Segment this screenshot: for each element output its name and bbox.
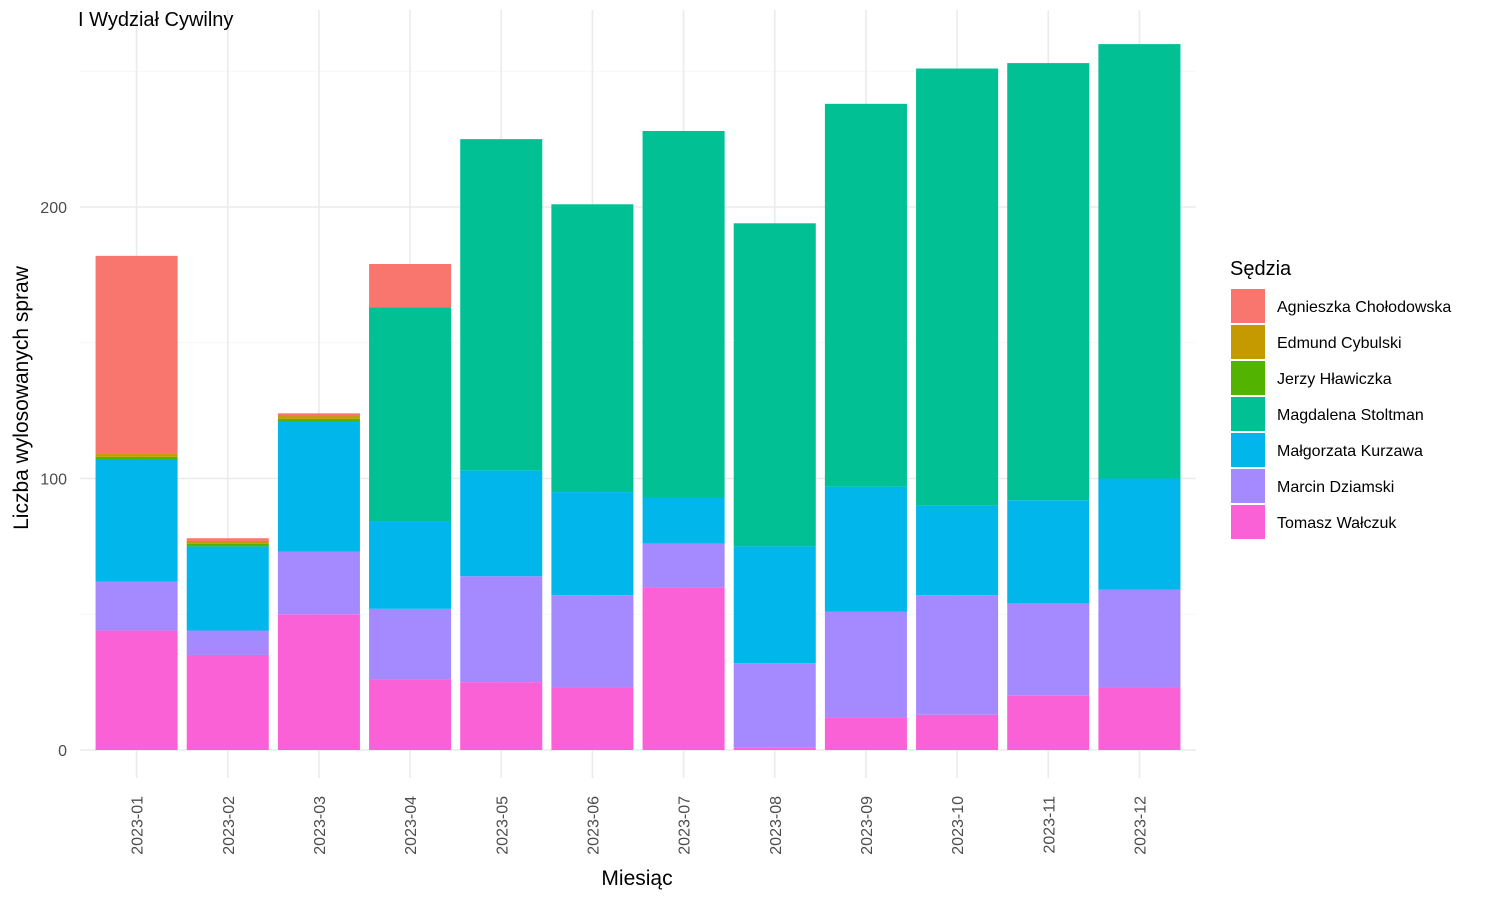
- y-axis-title: Liczba wylosowanych spraw: [10, 265, 33, 530]
- legend-swatch: [1231, 361, 1265, 395]
- bar-segment: [369, 679, 452, 750]
- bar-segment: [642, 587, 725, 750]
- bar-segment: [369, 608, 452, 680]
- bar-segment: [916, 714, 999, 750]
- bar-segment: [551, 204, 634, 493]
- x-tick-label: 2023-05: [494, 796, 511, 855]
- bar-segment: [369, 521, 452, 609]
- x-tick-label: 2023-08: [768, 796, 785, 855]
- legend-swatch: [1231, 505, 1265, 539]
- legend-label: Tomasz Wałczuk: [1277, 515, 1397, 532]
- x-tick-label: 2023-06: [585, 796, 602, 855]
- bars: [95, 44, 1181, 750]
- legend-label: Małgorzata Kurzawa: [1277, 443, 1423, 460]
- x-axis-ticks: 2023-01 2023-02 2023-03 2023-04 2023-05 2023-…: [130, 796, 1150, 855]
- bar-segment: [277, 416, 360, 419]
- legend: Sędzia Agnieszka Chołodowska Edmund Cybul…: [1230, 258, 1451, 539]
- bar-segment: [551, 687, 634, 750]
- legend-label: Edmund Cybulski: [1277, 335, 1402, 352]
- legend-swatch: [1231, 397, 1265, 431]
- legend-label: Jerzy Hławiczka: [1277, 371, 1392, 388]
- legend-label: Magdalena Stoltman: [1277, 407, 1424, 424]
- y-tick-label: 100: [40, 472, 67, 489]
- bar-segment: [277, 551, 360, 615]
- bar-segment: [733, 223, 816, 547]
- bar-segment: [95, 454, 178, 457]
- bar-segment: [642, 130, 725, 498]
- legend-label: Marcin Dziamski: [1277, 479, 1394, 496]
- y-tick-label: 200: [40, 200, 67, 217]
- legend-swatch: [1231, 289, 1265, 323]
- bar-segment: [1098, 687, 1181, 750]
- bar-segment: [551, 595, 634, 688]
- bar-segment: [824, 486, 907, 612]
- bar-segment: [460, 576, 543, 683]
- bar-segment: [733, 546, 816, 664]
- bar-segment: [95, 581, 178, 631]
- x-tick-label: 2023-12: [1132, 796, 1149, 855]
- bar-segment: [1007, 63, 1090, 501]
- bar-segment: [1007, 603, 1090, 696]
- bar-segment: [460, 682, 543, 750]
- bar-segment: [277, 418, 360, 422]
- legend-title: Sędzia: [1230, 258, 1292, 280]
- bar-segment: [824, 611, 907, 718]
- bar-segment: [733, 663, 816, 748]
- bar-segment: [369, 264, 452, 308]
- bar-segment: [916, 595, 999, 715]
- x-tick-label: 2023-10: [950, 796, 967, 855]
- bar-segment: [95, 456, 178, 460]
- bar-segment: [642, 543, 725, 588]
- bar-segment: [460, 470, 543, 577]
- legend-items: Agnieszka Chołodowska Edmund Cybulski Jerz…: [1231, 289, 1451, 539]
- bar-segment: [277, 413, 360, 417]
- bar-segment: [916, 68, 999, 506]
- bar-segment: [1098, 478, 1181, 590]
- bar-segment: [1007, 695, 1090, 750]
- bar-segment: [186, 630, 269, 655]
- x-tick-label: 2023-02: [221, 796, 238, 855]
- bar-segment: [95, 630, 178, 750]
- y-axis-ticks: 0 100 200: [40, 200, 67, 760]
- bar-segment: [1098, 589, 1181, 688]
- x-tick-label: 2023-03: [312, 796, 329, 855]
- legend-swatch: [1231, 325, 1265, 359]
- bar-segment: [1007, 500, 1090, 604]
- x-tick-label: 2023-04: [403, 796, 420, 855]
- legend-swatch: [1231, 433, 1265, 467]
- bar-segment: [369, 307, 452, 522]
- bar-segment: [277, 614, 360, 750]
- bar-segment: [277, 421, 360, 552]
- legend-swatch: [1231, 469, 1265, 503]
- legend-label: Agnieszka Chołodowska: [1277, 299, 1451, 316]
- y-tick-label: 0: [58, 743, 67, 760]
- bar-segment: [916, 505, 999, 596]
- bar-segment: [824, 717, 907, 750]
- bar-segment: [551, 492, 634, 596]
- bar-segment: [460, 139, 543, 471]
- x-tick-label: 2023-07: [677, 796, 694, 855]
- bar-segment: [1098, 44, 1181, 479]
- bar-segment: [733, 747, 816, 750]
- bar-segment: [186, 546, 269, 631]
- bar-segment: [186, 540, 269, 544]
- x-axis-title: Miesiąc: [601, 867, 672, 890]
- bar-segment: [186, 543, 269, 547]
- x-tick-label: 2023-01: [130, 796, 147, 855]
- bar-segment: [186, 538, 269, 541]
- bar-segment: [642, 497, 725, 544]
- bar-segment: [824, 103, 907, 487]
- chart-title: I Wydział Cywilny: [78, 9, 233, 31]
- x-tick-label: 2023-11: [1041, 796, 1058, 854]
- x-tick-label: 2023-09: [859, 796, 876, 855]
- bar-segment: [95, 255, 178, 455]
- bar-segment: [95, 459, 178, 582]
- bar-segment: [186, 654, 269, 750]
